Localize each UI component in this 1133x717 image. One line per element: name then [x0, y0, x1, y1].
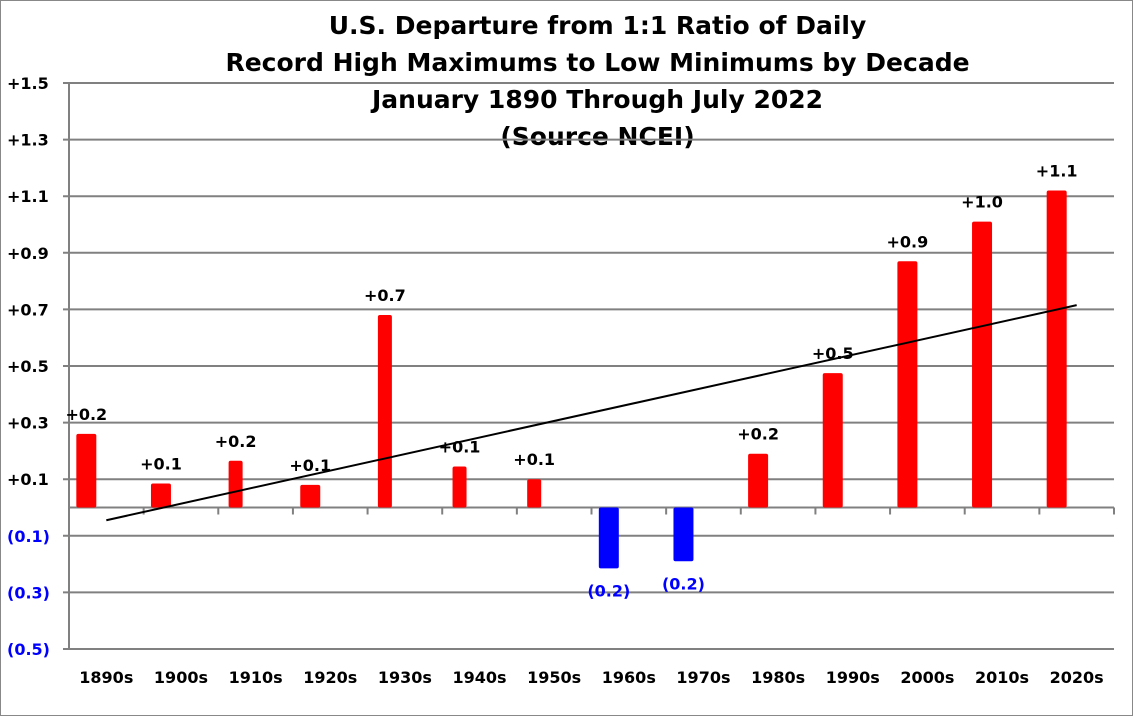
- x-tick-label: 1900s: [154, 668, 208, 687]
- data-label-2020s: +1.1: [1036, 162, 1078, 181]
- data-label-1960s: (0.2): [587, 581, 630, 600]
- y-tick-label: (0.5): [7, 640, 50, 659]
- chart-title-line-1: U.S. Departure from 1:1 Ratio of Daily: [328, 11, 867, 40]
- bar-2010s: [972, 221, 993, 508]
- bar-1910s: [228, 460, 243, 508]
- y-tick-label: +0.7: [7, 300, 49, 319]
- y-tick-label: (0.3): [7, 583, 50, 602]
- data-label-1890s: +0.2: [65, 405, 107, 424]
- data-label-1920s: +0.1: [289, 456, 331, 475]
- chart-title-line-2: Record High Maximums to Low Minimums by …: [225, 48, 970, 77]
- y-tick-label: (0.1): [7, 527, 50, 546]
- bar-2000s: [897, 261, 918, 508]
- data-label-1970s: (0.2): [662, 574, 705, 593]
- trendline: [106, 304, 1077, 522]
- data-label-1910s: +0.2: [215, 432, 257, 451]
- x-tick-label: 1970s: [676, 668, 730, 687]
- x-tick-label: 1910s: [229, 668, 283, 687]
- bar-1990s: [822, 373, 843, 508]
- x-tick-label: 1950s: [527, 668, 581, 687]
- y-tick-label: +1.5: [7, 74, 49, 93]
- bar-1970s: [673, 507, 694, 562]
- x-tick-label: 1930s: [378, 668, 432, 687]
- y-tick-label: +0.5: [7, 357, 49, 376]
- data-label-2000s: +0.9: [887, 232, 929, 251]
- y-tick-label: +1.1: [7, 187, 49, 206]
- x-tick-label: 2010s: [975, 668, 1029, 687]
- chart-title-line-3: January 1890 Through July 2022: [371, 85, 824, 114]
- data-label-1990s: +0.5: [812, 344, 854, 363]
- data-label-1940s: +0.1: [439, 437, 481, 456]
- data-label-1900s: +0.1: [140, 454, 182, 473]
- bar-1980s: [748, 453, 769, 508]
- x-tick-label: 1890s: [79, 668, 133, 687]
- data-label-1950s: +0.1: [513, 450, 555, 469]
- bar-1890s: [76, 433, 97, 508]
- x-tick-label: 1940s: [453, 668, 507, 687]
- y-tick-label: +1.3: [7, 131, 49, 150]
- data-label-2010s: +1.0: [961, 193, 1003, 212]
- bar-2020s: [1046, 190, 1067, 508]
- x-tick-label: 2020s: [1050, 668, 1104, 687]
- bar-1930s: [377, 315, 392, 508]
- bar-1920s: [300, 484, 321, 508]
- y-tick-label: +0.3: [7, 414, 49, 433]
- y-tick-label: +0.9: [7, 244, 49, 263]
- bar-1940s: [452, 466, 467, 508]
- bar-1950s: [527, 479, 542, 508]
- x-tick-label: 1960s: [602, 668, 656, 687]
- data-label-1930s: +0.7: [364, 286, 406, 305]
- data-label-1980s: +0.2: [737, 425, 779, 444]
- x-tick-label: 1990s: [826, 668, 880, 687]
- x-tick-label: 1980s: [751, 668, 805, 687]
- y-tick-label: +0.1: [7, 470, 49, 489]
- bar-1960s: [598, 507, 619, 569]
- x-tick-label: 2000s: [900, 668, 954, 687]
- bar-1900s: [150, 483, 171, 508]
- x-tick-label: 1920s: [303, 668, 357, 687]
- chart-title-line-4: (Source NCEI): [500, 122, 695, 151]
